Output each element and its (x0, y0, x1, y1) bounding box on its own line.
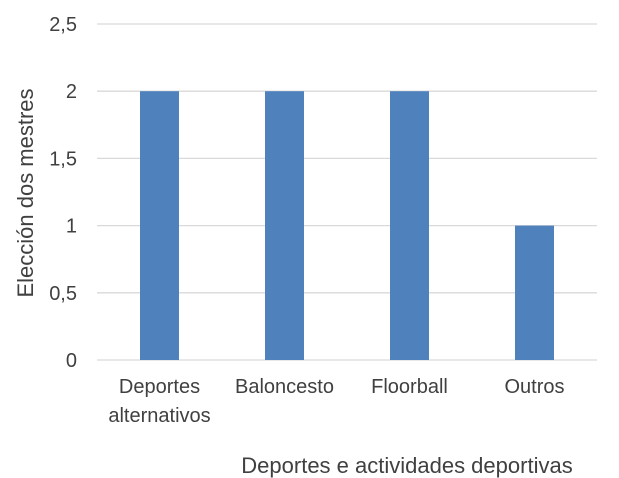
x-tick-label: Outros (504, 376, 564, 398)
bar (265, 91, 304, 360)
x-tick-labels: Deportes alternativos Baloncesto Floorball O… (108, 376, 564, 427)
y-tick-label: 1,5 (49, 148, 77, 170)
bar (390, 91, 429, 360)
y-tick-label: 0 (66, 350, 77, 372)
y-axis-title: Elección dos mestres (13, 88, 38, 297)
y-tick-label: 0,5 (49, 283, 77, 305)
bar (140, 91, 179, 360)
x-tick-label: Deportes (119, 376, 200, 398)
bar (515, 225, 554, 360)
y-tick-label: 2 (66, 81, 77, 103)
bars (140, 91, 554, 360)
y-tick-label: 1 (66, 216, 77, 238)
x-tick-label: Floorball (371, 376, 448, 398)
x-tick-label: alternativos (108, 405, 210, 427)
x-tick-label: Baloncesto (235, 376, 334, 398)
y-tick-labels: 0 0,5 1 1,5 2 2,5 (49, 14, 77, 372)
gridlines (97, 23, 597, 361)
y-tick-label: 2,5 (49, 14, 77, 36)
x-axis-title: Deportes e actividades deportivas (241, 453, 572, 478)
